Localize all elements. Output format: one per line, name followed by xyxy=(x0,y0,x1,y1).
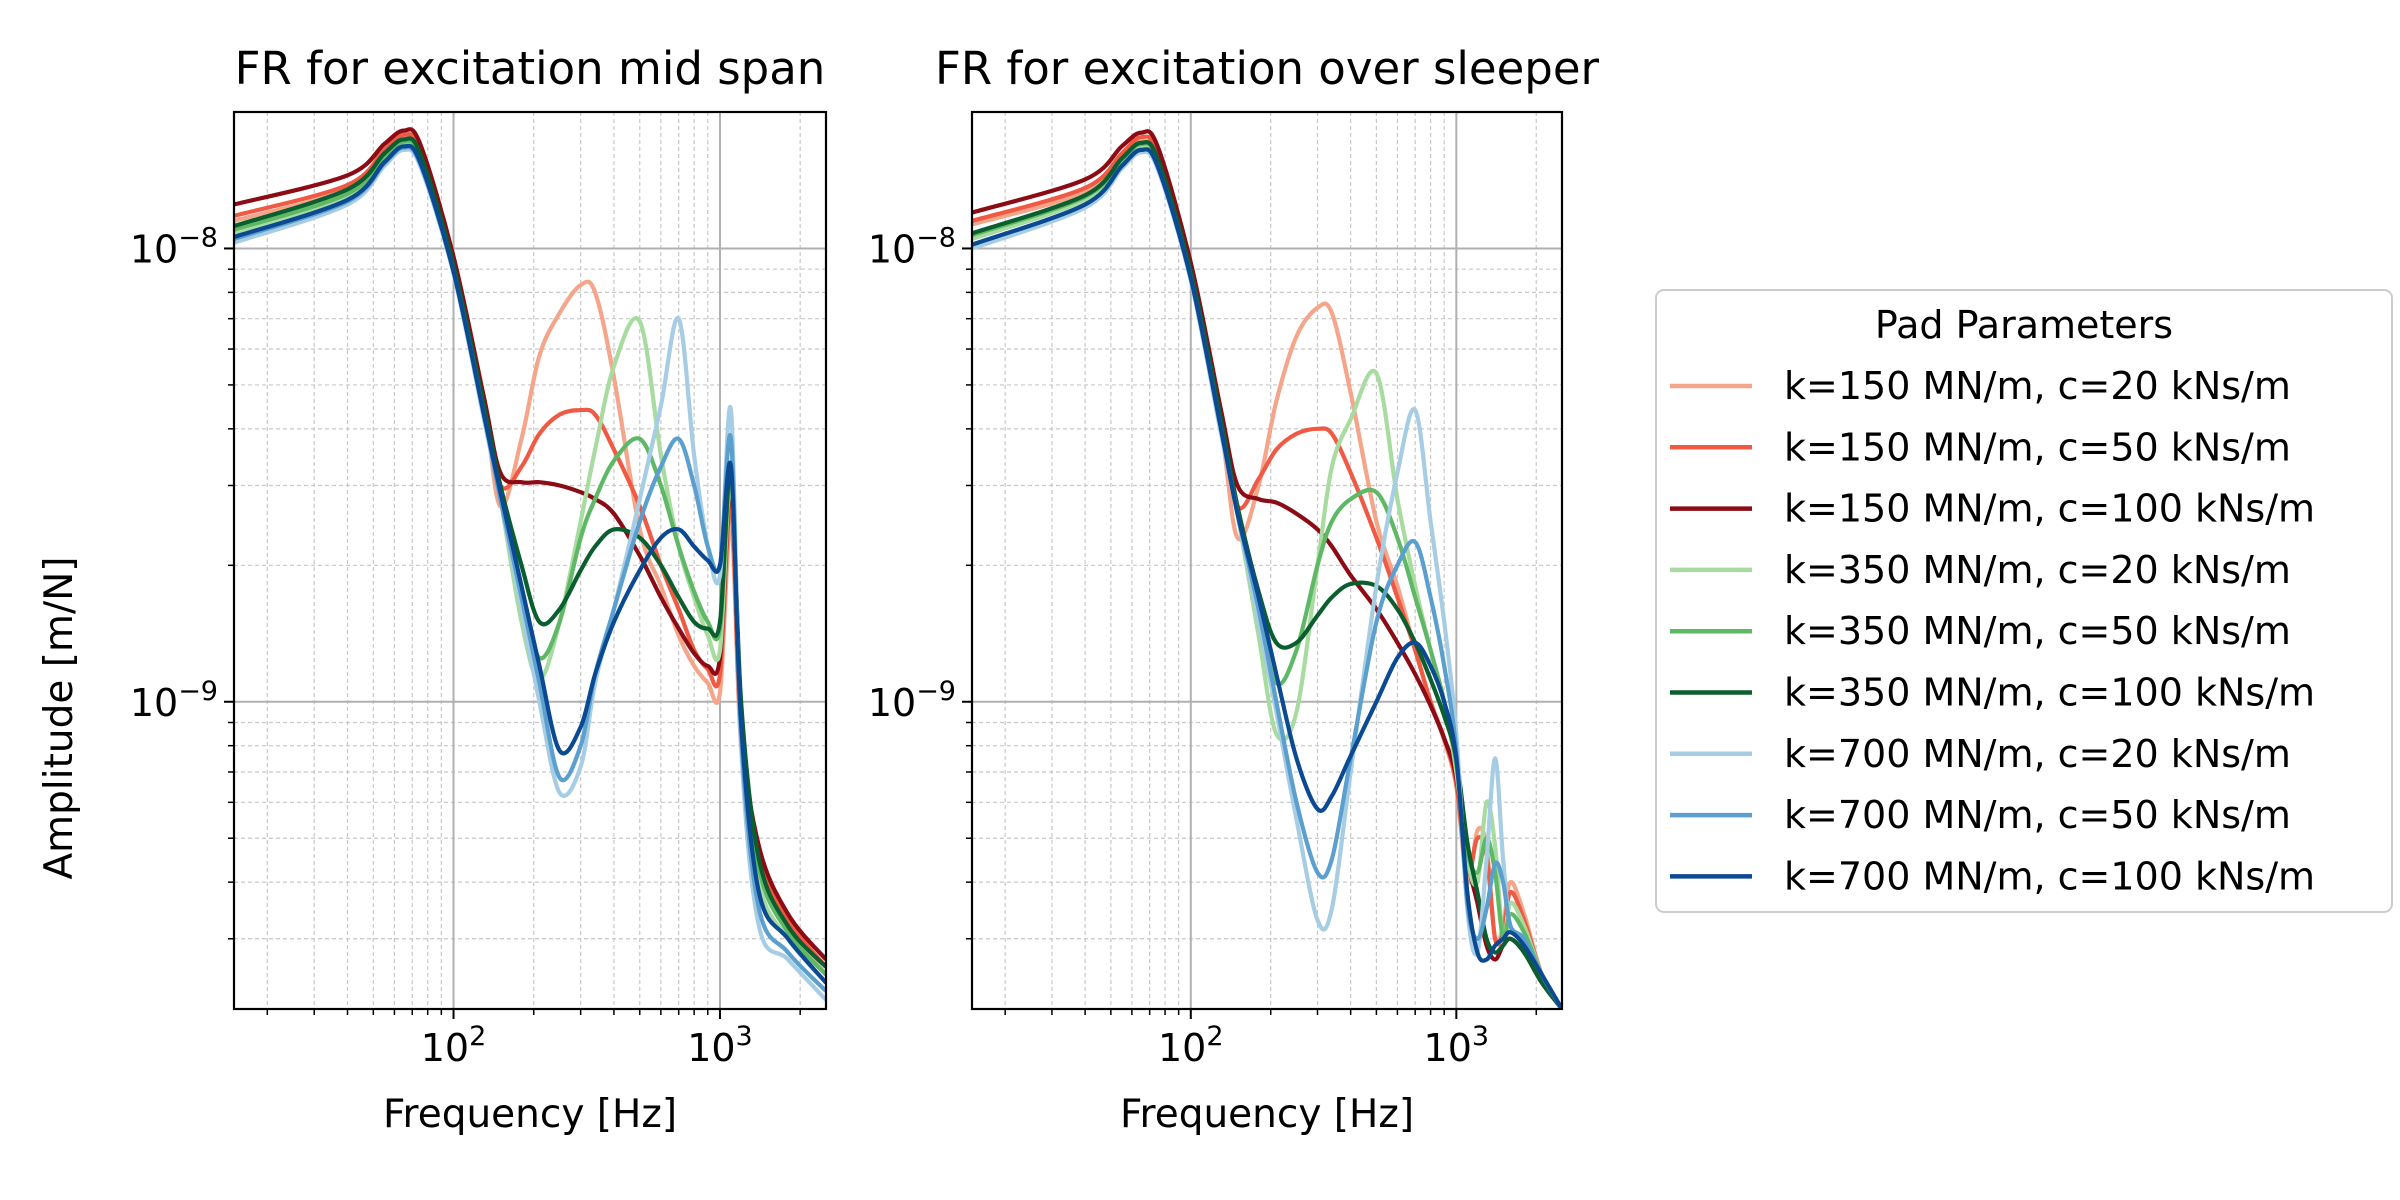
legend-frame xyxy=(1655,289,2393,913)
series-group xyxy=(234,127,826,1002)
legend-label: k=150 MN/m, c=100 kNs/m xyxy=(1784,487,2315,531)
x-tick-label: 102 xyxy=(1158,1021,1224,1070)
y-tick-label-base: 10 xyxy=(130,681,178,725)
y-axis-label: Amplitude [m/N] xyxy=(37,557,82,880)
y-tick-label-exponent: −8 xyxy=(178,222,218,253)
legend-title: Pad Parameters xyxy=(1875,303,2173,347)
x-tick-label: 103 xyxy=(687,1021,753,1070)
x-tick-label-exponent: 2 xyxy=(469,1021,486,1052)
y-tick-label-base: 10 xyxy=(130,227,178,271)
x-tick-label-base: 10 xyxy=(1158,1026,1206,1070)
grid xyxy=(972,112,1562,1009)
y-tick-label-base: 10 xyxy=(868,681,916,725)
x-tick-label-exponent: 3 xyxy=(736,1021,753,1052)
x-tick-label: 103 xyxy=(1424,1021,1490,1070)
x-tick-label-base: 10 xyxy=(687,1026,735,1070)
legend: Pad Parameters k=150 MN/m, c=20 kNs/mk=1… xyxy=(1655,289,2393,913)
y-tick-label-exponent: −8 xyxy=(916,222,956,253)
chart-title: FR for excitation over sleeper xyxy=(935,42,1600,95)
series-line xyxy=(234,143,826,985)
x-axis-label: Frequency [Hz] xyxy=(383,1092,677,1137)
x-tick-label-exponent: 2 xyxy=(1206,1021,1223,1052)
y-tick-label: 10−8 xyxy=(130,222,218,271)
y-tick-label: 10−8 xyxy=(868,222,956,271)
legend-label: k=150 MN/m, c=50 kNs/m xyxy=(1784,425,2291,469)
y-tick-label: 10−9 xyxy=(130,676,218,725)
series-group xyxy=(972,129,1562,1009)
y-tick-label: 10−9 xyxy=(868,676,956,725)
y-tick-label-exponent: −9 xyxy=(178,676,218,707)
legend-label: k=350 MN/m, c=100 kNs/m xyxy=(1784,671,2315,715)
series-line xyxy=(972,147,1562,1009)
chart-title: FR for excitation mid span xyxy=(235,42,826,95)
legend-label: k=150 MN/m, c=20 kNs/m xyxy=(1784,364,2291,408)
x-tick-label-base: 10 xyxy=(421,1026,469,1070)
axes-frame xyxy=(970,110,1564,1011)
legend-label: k=350 MN/m, c=50 kNs/m xyxy=(1784,609,2291,653)
x-tick-label: 102 xyxy=(421,1021,487,1070)
y-tick-label-base: 10 xyxy=(868,227,916,271)
axes-frame xyxy=(232,110,828,1011)
series-line xyxy=(972,129,1562,1009)
legend-label: k=350 MN/m, c=20 kNs/m xyxy=(1784,548,2291,592)
legend-label: k=700 MN/m, c=50 kNs/m xyxy=(1784,793,2291,837)
legend-entries: k=150 MN/m, c=20 kNs/m k=150 MN/m, c=50 k… xyxy=(1670,364,2315,898)
x-axis-label: Frequency [Hz] xyxy=(1120,1092,1414,1137)
legend-label: k=700 MN/m, c=100 kNs/m xyxy=(1784,854,2315,898)
legend-label: k=700 MN/m, c=20 kNs/m xyxy=(1784,732,2291,776)
y-tick-label-exponent: −9 xyxy=(916,676,956,707)
x-tick-label-base: 10 xyxy=(1424,1026,1472,1070)
x-tick-label-exponent: 3 xyxy=(1472,1021,1489,1052)
